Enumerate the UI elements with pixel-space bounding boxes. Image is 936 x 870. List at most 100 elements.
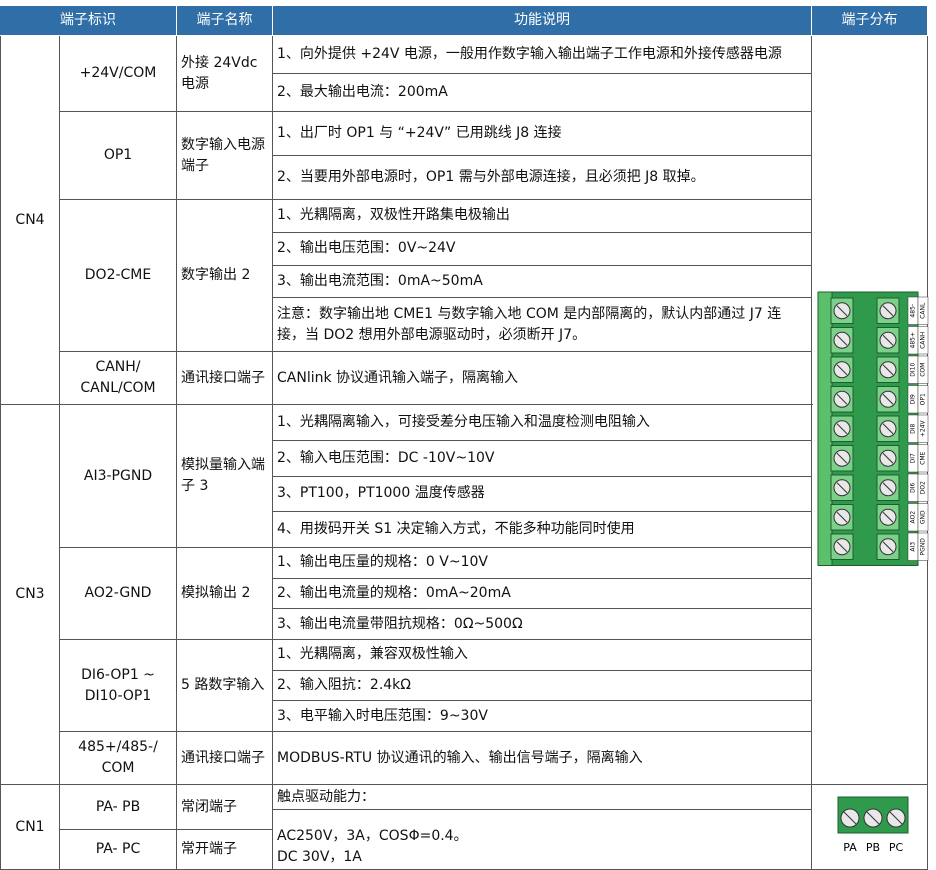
terminal-id: AO2-GND <box>60 548 177 640</box>
group-cell: CN4 <box>0 36 60 405</box>
cell-text: 数字输入电源端子 <box>181 136 265 174</box>
cell-text: DO2-CME <box>84 267 152 283</box>
cell-text: 端子分布 <box>841 12 898 28</box>
terminal-label: OP1 <box>920 393 927 405</box>
label-box <box>917 326 929 355</box>
screw-slot <box>882 423 894 435</box>
terminal-name: 5 路数字输入 <box>177 640 273 732</box>
desc-item: 注意：数字输出地 CME1 与数字输入地 COM 是内部隔离的，默认内部通过 J… <box>277 305 782 343</box>
desc-cell: CANlink 协议通讯输入端子，隔离输入 <box>273 352 812 405</box>
desc-item: 4、用拨码开关 S1 决定输入方式，不能多种功能同时使用 <box>277 521 635 538</box>
label-box <box>917 385 929 414</box>
desc-block: AC250V，3A，COSΦ=0.4。 DC 30V，1A <box>273 810 811 869</box>
terminal-id: CANH/ CANL/COM <box>60 352 177 405</box>
terminal-label: PB <box>866 841 880 854</box>
cell-text: 数字输出 2 <box>181 267 251 283</box>
cell-text: 模拟输出 2 <box>181 585 251 601</box>
terminal-name: 通讯接口端子 <box>177 352 273 405</box>
cell-text: AO2-GND <box>84 585 152 601</box>
terminal-label: PC <box>889 841 904 854</box>
cell-text: 端子标识 <box>60 12 116 28</box>
desc-item: 2、输出电流量的规格：0mA~20mA <box>273 579 811 610</box>
screw-slot <box>882 364 894 376</box>
screw-slot <box>836 541 848 553</box>
desc-cell: 1、输出电压量的规格：0 V~10V 2、输出电流量的规格：0mA~20mA 3、输… <box>273 548 812 640</box>
desc-line: DC 30V，1A <box>277 849 362 865</box>
terminal-id: DO2-CME <box>60 200 177 352</box>
cell-text: 485+/485-/ COM <box>78 739 158 776</box>
desc-item: 2、当要用外部电源时，OP1 需与外部电源连接，且必须把 J8 取掉。 <box>277 169 705 185</box>
desc-cell: 1、光耦隔离，兼容双极性输入 2、输入阻抗：2.4kΩ 3、电平输入时电压范围：9~… <box>273 640 812 732</box>
group-cell: CN3 <box>0 405 60 785</box>
desc-item: 3、输出电流范围：0mA~50mA <box>273 266 811 299</box>
terminal-name: 数字输入电源端子 <box>177 112 273 200</box>
desc-item: 1、光耦隔离，兼容双极性输入 <box>273 640 811 671</box>
terminal-label: DI9 <box>910 394 917 404</box>
screw-slot <box>889 811 903 825</box>
screw-slot <box>836 334 848 346</box>
label-box <box>917 473 929 502</box>
screw-slot <box>882 511 894 523</box>
screw-slot <box>882 305 894 317</box>
desc-cell: MODBUS-RTU 协议通讯的输入、输出信号端子，隔离输入 <box>273 732 812 785</box>
desc-cell: 1、光耦隔离，双极性开路集电极输出 2、输出电压范围：0V~24V 3、输出电流范围… <box>273 200 812 352</box>
screw-slot <box>836 452 848 464</box>
terminal-label: AO2 <box>910 511 917 524</box>
screw-slot <box>882 393 894 405</box>
terminal-label: DI6 <box>910 482 917 492</box>
label-box <box>917 296 929 325</box>
desc-item: 1、输出电压量的规格：0 V~10V <box>273 548 811 579</box>
cell-text: 功能说明 <box>514 12 570 28</box>
terminal-label: 485- <box>910 304 917 318</box>
terminal-id: OP1 <box>60 112 177 200</box>
cell-text: +24V/COM <box>79 65 157 81</box>
screw-slot <box>882 482 894 494</box>
connector-tab <box>817 291 833 566</box>
terminal-name: 通讯接口端子 <box>177 732 273 785</box>
desc-item: 2、输入电压范围：DC -10V~10V <box>273 441 811 477</box>
terminal-id: +24V/COM <box>60 36 177 112</box>
label-box <box>917 355 929 384</box>
cell-text: 外接 24Vdc 电源 <box>181 54 258 92</box>
desc-item: CANlink 协议通讯输入端子，隔离输入 <box>277 369 519 386</box>
screw-slot <box>836 393 848 405</box>
desc-line: AC250V，3A，COSΦ=0.4。 <box>277 828 468 844</box>
cell-text: 模拟量输入端子 3 <box>181 457 265 494</box>
terminal-label: CANL <box>920 302 927 319</box>
screw-slot <box>836 423 848 435</box>
screw-slot <box>836 511 848 523</box>
screw-slot <box>866 811 880 825</box>
screw-slot <box>843 811 857 825</box>
desc-cell: 1、出厂时 OP1 与 “+24V” 已用跳线 J8 连接 2、当要用外部电源时，… <box>273 112 812 200</box>
terminal-id: PA- PB <box>60 785 177 830</box>
terminal-label: DI8 <box>910 423 917 433</box>
screw-slot <box>882 541 894 553</box>
desc-item: 3、输出电流量带阻抗规格：0Ω~500Ω <box>277 615 523 632</box>
desc-item: 1、光耦隔离，双极性开路集电极输出 <box>273 200 811 233</box>
cell-text: AI3-PGND <box>83 467 153 484</box>
desc-item: 触点驱动能力： <box>273 785 811 810</box>
label-box <box>917 503 929 532</box>
desc-item: 2、输出电压范围：0V~24V <box>273 233 811 266</box>
cell-text: DI6-OP1 ~ DI10-OP1 <box>81 666 155 704</box>
cell-text: 常闭端子 <box>181 798 237 815</box>
cell-text: 端子名称 <box>196 12 253 28</box>
terminal-name: 数字输出 2 <box>177 200 273 352</box>
terminal-label: PA <box>843 841 857 854</box>
desc-item: 2、输入阻抗：2.4kΩ <box>273 671 811 702</box>
terminal-label: GND <box>920 510 927 524</box>
terminal-name: 模拟量输入端子 3 <box>177 405 273 548</box>
desc-item: MODBUS-RTU 协议通讯的输入、输出信号端子，隔离输入 <box>277 749 643 766</box>
terminal-label: COM <box>920 363 927 377</box>
desc-item: 1、向外提供 +24V 电源，一般用作数字输入输出端子工作电源和外接传感器电源 <box>273 36 811 74</box>
screw-slot <box>836 482 848 494</box>
desc-item: 1、出厂时 OP1 与 “+24V” 已用跳线 J8 连接 <box>273 112 811 156</box>
terminal-label: DI10 <box>910 363 917 377</box>
terminal-id: AI3-PGND <box>60 405 177 548</box>
terminal-label: DO2 <box>920 481 927 494</box>
desc-item: 3、PT100，PT1000 温度传感器 <box>273 477 811 513</box>
terminal-id: DI6-OP1 ~ DI10-OP1 <box>60 640 177 732</box>
screw-slot <box>882 334 894 346</box>
cell-text: PA- PB <box>95 798 141 815</box>
